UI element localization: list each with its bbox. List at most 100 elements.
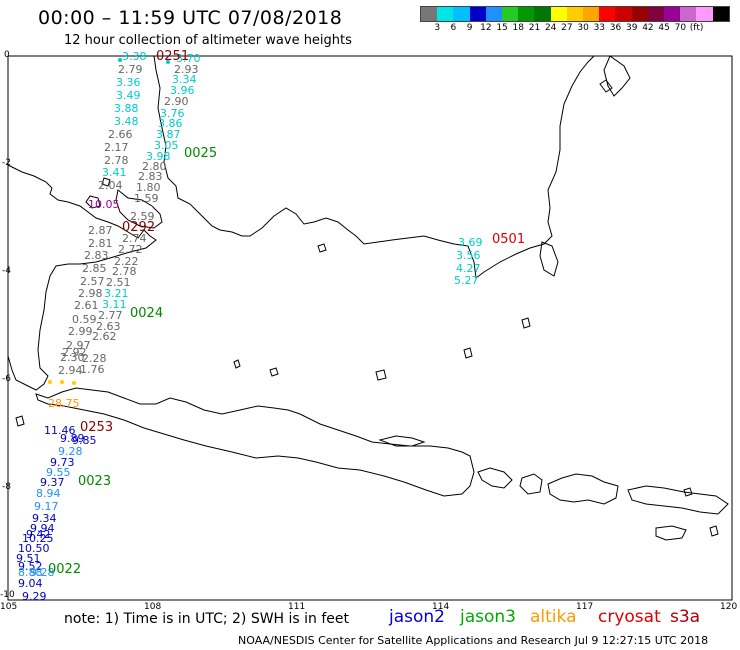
color-scale-label: 42 (642, 23, 654, 33)
color-swatch (664, 7, 681, 21)
wave-height-value: 3.05 (154, 139, 179, 152)
wave-height-value: 28.75 (48, 397, 80, 410)
wave-height-value: 9.42 (26, 528, 51, 541)
y-tick-label: -8 (2, 482, 11, 492)
wave-height-value: 9.73 (50, 456, 75, 469)
color-swatch (518, 7, 535, 21)
map-frame (7, 55, 733, 601)
wave-height-value: 9.28 (58, 445, 83, 458)
color-scale-label: 39 (626, 23, 638, 33)
wave-height-value: 3.21 (104, 287, 129, 300)
wave-height-value: 3.76 (160, 107, 185, 120)
y-tick-label: -10 (0, 590, 15, 600)
color-scale-label: 21 (528, 23, 541, 33)
wave-height-value: 1.59 (134, 192, 159, 205)
color-swatch (469, 7, 486, 21)
color-scale-label: 3 (434, 23, 441, 33)
wave-height-value: 11.46 (44, 424, 76, 437)
wave-height-value: 2.85 (82, 262, 107, 275)
color-swatch (647, 7, 665, 21)
y-tick-label: -4 (2, 266, 11, 276)
coastline-flores (627, 485, 729, 515)
wave-height-value: 0.59 (72, 313, 97, 326)
wave-height-value: 2.78 (112, 265, 137, 278)
y-tick-label: -6 (2, 374, 11, 384)
wave-height-value: 9.55 (46, 466, 71, 479)
wave-height-value: 9.94 (30, 522, 55, 535)
color-scale-label: (ft) (689, 23, 704, 33)
color-swatch (437, 7, 454, 21)
wave-height-value: 2.81 (88, 237, 113, 250)
coastline-bali (477, 467, 513, 489)
color-swatch (599, 7, 616, 21)
wave-height-value: 4.27 (456, 262, 481, 275)
color-scale-label: 15 (496, 23, 508, 33)
track-time-label: 0251 (156, 49, 190, 64)
color-scale-label: 70 (674, 23, 687, 33)
track-time-label: 0253 (80, 420, 114, 435)
wave-height-value: 2.74 (122, 232, 147, 245)
wave-height-value: 2.61 (74, 299, 99, 312)
color-scale-label: 18 (512, 23, 524, 33)
legend-entry: jason2 (389, 607, 445, 627)
map-title: 00:00 – 11:59 UTC 07/08/2018 (38, 7, 343, 29)
wave-height-value: 9.17 (34, 500, 59, 513)
wave-height-value: 3.87 (156, 128, 181, 141)
wave-height-value: 9.51 (16, 552, 41, 565)
coastline-borneo (153, 55, 595, 279)
x-tick-label: 117 (576, 602, 594, 612)
wave-height-value: 3.96 (170, 84, 195, 97)
wave-height-value: 1.76 (80, 363, 105, 376)
wave-height-value: 2.28 (82, 352, 107, 365)
wave-height-value: 9.29 (22, 590, 47, 603)
color-swatch (566, 7, 584, 21)
wave-height-value: 8.88 (18, 566, 43, 579)
wave-height-value: 3.98 (146, 150, 171, 163)
color-scale-bar (420, 6, 730, 22)
track-time-label: 0292 (122, 220, 156, 235)
wave-height-value: 10.50 (18, 542, 50, 555)
x-tick-label: 108 (144, 602, 162, 612)
coastline-bangka (115, 189, 163, 229)
wave-height-value: 2.78 (104, 154, 129, 167)
coastline-lombok (519, 473, 543, 495)
wave-height-value: 9.37 (40, 476, 65, 489)
wave-height-value: 9.89 (60, 432, 85, 445)
wave-height-value: 8.94 (36, 487, 61, 500)
wave-height-value: 3.86 (158, 117, 183, 130)
wave-height-value: 10.05 (88, 198, 120, 211)
wave-height-value: 2.93 (174, 63, 199, 76)
wave-height-value: 2.94 (58, 364, 83, 377)
x-tick-label: 114 (432, 602, 450, 612)
wave-height-value: 9.28 (30, 566, 55, 579)
track-time-label: 0022 (48, 562, 82, 577)
wave-height-value: 2.87 (88, 224, 113, 237)
legend-entry: s3a (670, 607, 701, 627)
wave-height-value: 3.34 (172, 73, 197, 86)
credit-line: NOAA/NESDIS Center for Satellite Applica… (238, 634, 709, 647)
y-tick-label: -2 (2, 158, 11, 168)
wave-height-value: 9.52 (18, 560, 43, 573)
map-subtitle: 12 hour collection of altimeter wave hei… (64, 33, 352, 48)
color-swatch (631, 7, 648, 21)
wave-height-value: 9.04 (18, 577, 43, 590)
wave-height-value: 3.56 (456, 249, 481, 262)
wave-height-value: 10.25 (22, 532, 54, 545)
wave-height-value: 2.62 (92, 330, 117, 343)
wave-height-value: 2.66 (108, 128, 133, 141)
wave-height-value: 2.99 (68, 325, 93, 338)
coastline-madura (378, 435, 426, 447)
wave-height-value: 2.30 (60, 351, 85, 364)
coastline-sumbawa (547, 473, 619, 505)
track-time-label: 0024 (130, 306, 164, 321)
color-scale-label: 27 (561, 23, 573, 33)
coastline-sumatra (7, 164, 157, 391)
legend-entry: cryosat (598, 607, 661, 627)
wave-height-value: 9.85 (72, 434, 97, 447)
wave-height-value: 2.97 (66, 339, 91, 352)
wave-height-value: 1.80 (136, 181, 161, 194)
wave-height-value: 2.22 (114, 255, 139, 268)
wave-height-value: 3.36 (116, 76, 141, 89)
x-tick-label: 105 (0, 602, 18, 612)
